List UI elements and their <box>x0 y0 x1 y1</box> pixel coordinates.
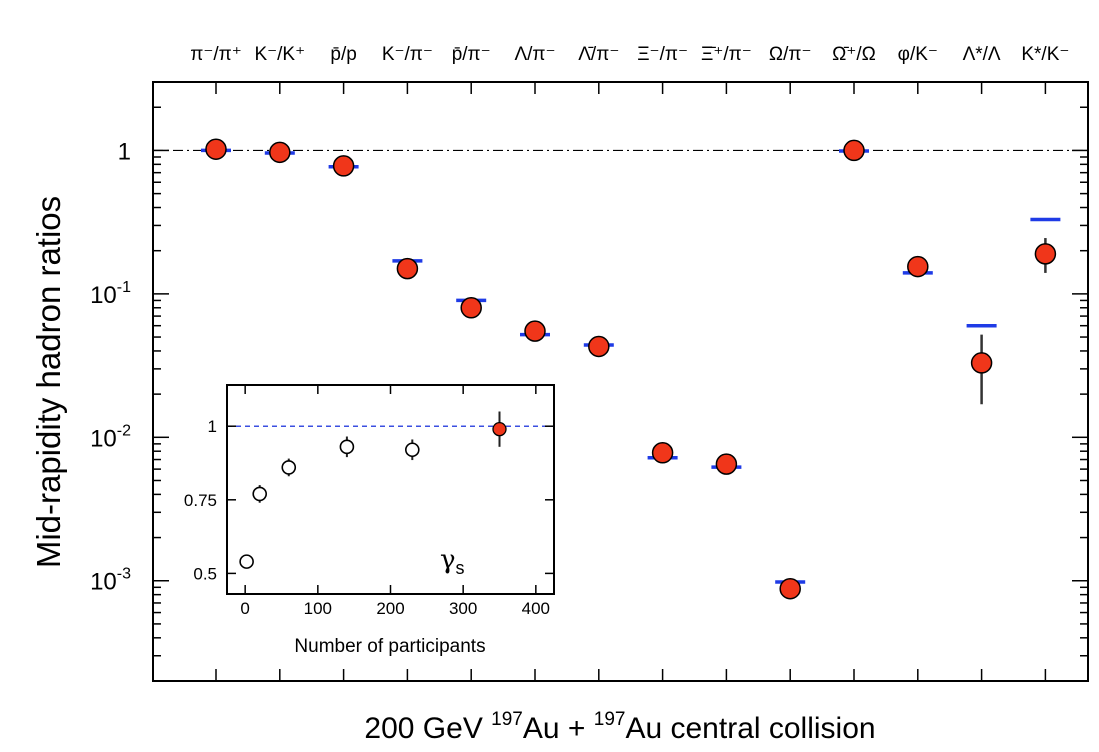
data-point <box>396 257 419 280</box>
inset-y-axis-ticks: 0.5 0.75 1 <box>184 417 554 583</box>
y-tick-label-exponent: -2 <box>117 422 131 439</box>
inset-data-point <box>404 442 420 458</box>
data-point <box>460 297 482 319</box>
y-tick-label-base: 10 <box>90 282 117 309</box>
category-label: K⁻/π⁻ <box>382 44 433 65</box>
data-point <box>843 139 865 162</box>
inset-annotation-sub: s <box>456 558 465 578</box>
y-tick-label-base: 10 <box>90 425 117 452</box>
error-bars <box>980 238 1047 405</box>
x-axis-label-sup: 197 <box>491 709 523 730</box>
y-axis-tick-labels: 110-110-210-3 <box>90 138 131 595</box>
measured-values <box>205 138 1057 600</box>
data-point <box>332 155 355 177</box>
data-point <box>779 577 801 600</box>
main-plot-frame <box>152 81 1089 682</box>
inset-x-tick-label: 200 <box>376 599 404 618</box>
data-point <box>269 141 291 164</box>
category-labels: π⁻/π⁺ K⁻/K⁺ p̄/p K⁻/π⁻ p̄/π⁻ Λ/π⁻ Λ̄/π⁻ Ξ⁻/π⁻ Ξ̄… <box>190 44 1069 65</box>
main-chart: 110-110-210-3 π⁻/π⁺ K⁻/K⁺ p̄/p K⁻/π⁻ p̄/π⁻ Λ/… <box>30 44 1089 745</box>
category-label: Λ/π⁻ <box>514 44 555 65</box>
inset-x-axis-ticks: 0 100 200 300 400 <box>240 385 550 618</box>
category-label: π⁻/π⁺ <box>190 44 242 65</box>
category-label: K⁻/K⁺ <box>254 44 305 65</box>
inset-x-tick-label: 400 <box>522 599 550 618</box>
x-axis-label-part: Au + <box>523 712 594 745</box>
x-axis-ticks <box>215 82 1047 681</box>
y-tick-label-base: 1 <box>118 138 131 165</box>
category-label: Ω/π⁻ <box>769 44 812 65</box>
category-label: Ξ⁻/π⁻ <box>637 44 688 65</box>
category-label: p̄/p <box>330 44 356 65</box>
y-tick-label: 1 <box>118 138 131 165</box>
category-label: φ/K⁻ <box>898 44 938 65</box>
inset-data-points <box>239 411 507 569</box>
category-label: Ξ̄⁺/π⁻ <box>701 44 752 65</box>
y-axis-label: Mid-rapidity hadron ratios <box>30 196 67 568</box>
data-point <box>205 138 227 160</box>
inset-data-point <box>339 439 355 455</box>
category-label: Ω̄⁺/Ω <box>832 44 876 65</box>
y-tick-label-base: 10 <box>90 569 117 596</box>
data-point <box>970 352 993 374</box>
x-axis-label: 200 GeV 197Au + 197Au central collision <box>364 709 875 745</box>
inset-annotation: γs <box>440 545 465 578</box>
data-point <box>715 453 738 475</box>
x-axis-label-sup: 197 <box>594 709 626 730</box>
category-label: Λ*/Λ <box>963 44 1001 65</box>
inset-y-tick-label: 1 <box>208 417 217 436</box>
data-point <box>524 320 546 342</box>
inset-x-tick-label: 0 <box>240 599 249 618</box>
inset-data-point <box>281 460 297 475</box>
inset-y-tick-label: 0.75 <box>184 491 217 510</box>
data-point <box>1034 243 1057 265</box>
category-label: K*/K⁻ <box>1021 44 1069 65</box>
y-axis-ticks <box>153 81 1088 682</box>
inset-data-point <box>239 554 254 569</box>
category-label: p̄/π⁻ <box>452 44 491 65</box>
inset-annotation-main: γ <box>440 545 456 575</box>
inset-x-tick-label: 300 <box>449 599 477 618</box>
y-tick-label-exponent: -1 <box>117 279 131 296</box>
inset-data-point <box>252 486 268 502</box>
data-point <box>588 335 610 358</box>
inset-x-tick-label: 100 <box>304 599 332 618</box>
data-point <box>651 442 674 464</box>
data-point <box>907 255 929 278</box>
y-tick-label-exponent: -3 <box>117 566 131 583</box>
y-tick-label: 10-3 <box>90 566 131 596</box>
inset-y-tick-label: 0.5 <box>193 564 217 583</box>
category-label: Λ̄/π⁻ <box>578 44 619 65</box>
inset-x-axis-label: Number of participants <box>294 636 485 657</box>
y-tick-label: 10-2 <box>90 422 131 452</box>
y-tick-label: 10-1 <box>90 279 131 309</box>
inset-plot-frame <box>226 384 555 595</box>
inset-chart: 0.5 0.75 1 0 100 200 300 400 Number of partici… <box>184 384 555 657</box>
inset-data-point-highlight <box>492 422 507 437</box>
x-axis-label-part: 200 GeV <box>364 712 491 745</box>
x-axis-label-part: Au central collision <box>625 712 875 745</box>
